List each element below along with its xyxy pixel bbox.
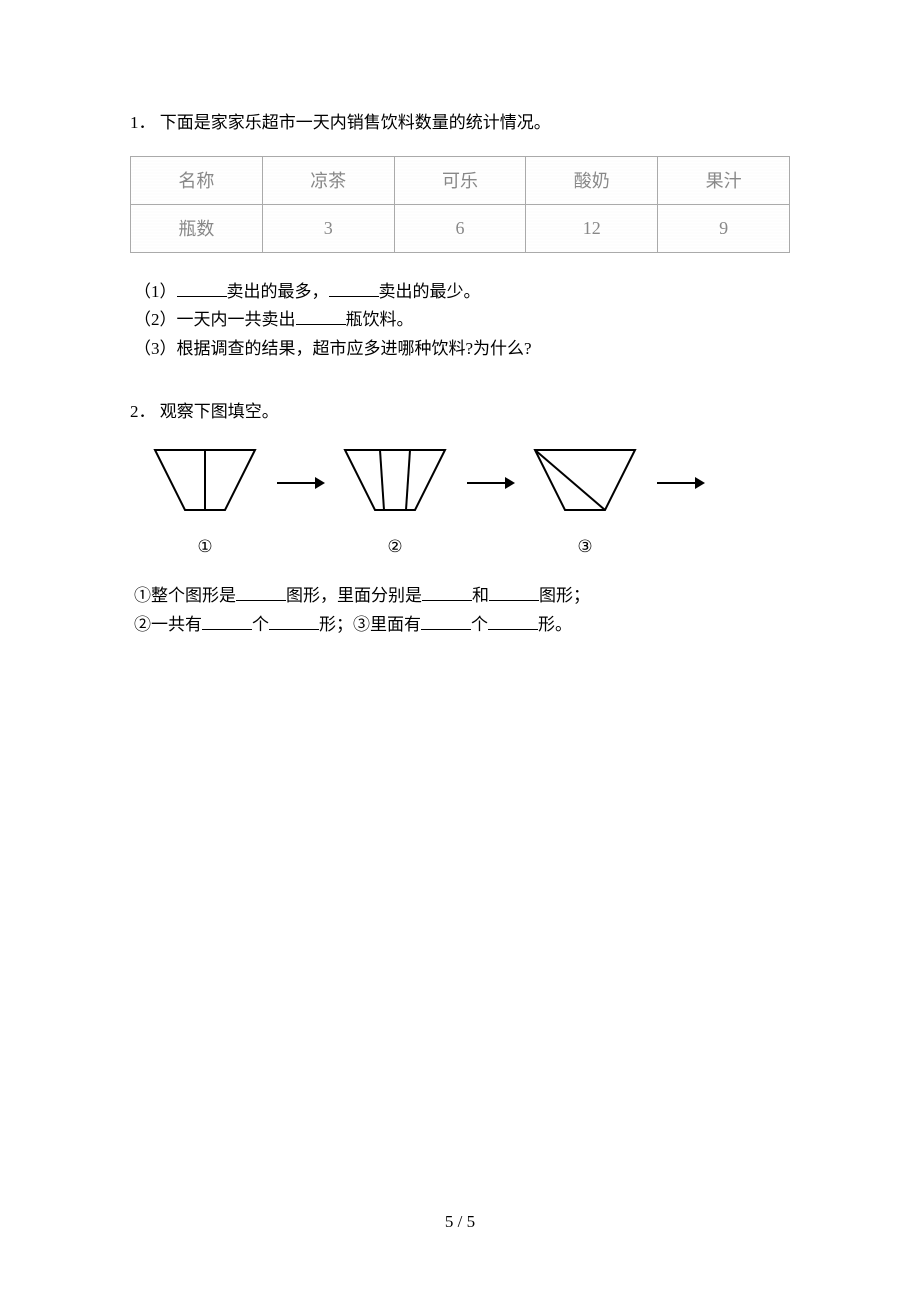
value-cell: 12 [526, 204, 658, 252]
blank-input[interactable] [329, 281, 379, 297]
q1-sub1: （1） 卖出的最多， 卖出的最少。 [134, 278, 790, 307]
q2-line2-a: ②一共有 [134, 615, 202, 634]
header-cell: 名称 [131, 156, 263, 204]
shape-label-2: ② [387, 537, 402, 557]
trapezoid-split-apex-icon [150, 445, 260, 515]
q2-line2-b: 个 [252, 615, 269, 634]
header-cell: 果汁 [658, 156, 790, 204]
q2-line2-e: 形。 [538, 615, 572, 634]
q2-prompt: 2． 观察下图填空。 [130, 399, 790, 425]
row-label-cell: 瓶数 [131, 204, 263, 252]
arrow-right-icon [275, 473, 325, 493]
q1-sub1-mid2: 卖出的最少。 [379, 282, 481, 301]
blank-input[interactable] [489, 585, 539, 601]
shape-group-2: ② [340, 445, 450, 557]
page-number: 5 / 5 [0, 1212, 920, 1232]
blank-input[interactable] [296, 309, 346, 325]
q2-line2-d: 个 [471, 615, 488, 634]
q2-line1-d: 图形； [539, 586, 590, 605]
blank-input[interactable] [422, 585, 472, 601]
q2-line1-b: 图形，里面分别是 [286, 586, 422, 605]
q2-line2-c: 形；③里面有 [319, 615, 421, 634]
q2-line1-a: ①整个图形是 [134, 586, 236, 605]
header-cell: 可乐 [394, 156, 526, 204]
value-cell: 6 [394, 204, 526, 252]
blank-input[interactable] [269, 614, 319, 630]
blank-input[interactable] [177, 281, 227, 297]
q2-prompt-text: 观察下图填空。 [160, 402, 279, 421]
trapezoid-two-verticals-icon [340, 445, 450, 515]
q2-line1: ①整个图形是 图形，里面分别是 和 图形； [134, 582, 790, 611]
q1-sub2-suffix: 瓶饮料。 [346, 310, 414, 329]
blank-input[interactable] [488, 614, 538, 630]
q1-sub3: （3）根据调查的结果，超市应多进哪种饮料?为什么? [134, 335, 790, 364]
header-cell: 酸奶 [526, 156, 658, 204]
q1-sub1-mid1: 卖出的最多， [227, 282, 329, 301]
shape-group-3: ③ [530, 445, 640, 557]
q1-prompt-text: 下面是家家乐超市一天内销售饮料数量的统计情况。 [160, 113, 551, 132]
arrow-right-icon [465, 473, 515, 493]
shape-group-1: ① [150, 445, 260, 557]
q1-number: 1． [130, 113, 156, 132]
shapes-diagram: ① ② ③ [150, 445, 790, 557]
value-cell: 3 [262, 204, 394, 252]
q2-number: 2． [130, 402, 156, 421]
q2-line2: ②一共有 个 形；③里面有 个 形。 [134, 611, 790, 640]
trapezoid-diagonal-icon [530, 445, 640, 515]
blank-input[interactable] [421, 614, 471, 630]
blank-input[interactable] [236, 585, 286, 601]
blank-input[interactable] [202, 614, 252, 630]
q2-line1-c: 和 [472, 586, 489, 605]
q1-prompt: 1． 下面是家家乐超市一天内销售饮料数量的统计情况。 [130, 110, 790, 136]
header-cell: 凉茶 [262, 156, 394, 204]
q1-sub1-prefix: （1） [134, 282, 177, 301]
table-header-row: 名称 凉茶 可乐 酸奶 果汁 [131, 156, 790, 204]
shape-label-3: ③ [577, 537, 592, 557]
q1-sub2-prefix: （2）一天内一共卖出 [134, 310, 296, 329]
q1-sub2: （2）一天内一共卖出 瓶饮料。 [134, 306, 790, 335]
value-cell: 9 [658, 204, 790, 252]
arrow-right-icon [655, 473, 705, 493]
beverage-table: 名称 凉茶 可乐 酸奶 果汁 瓶数 3 6 12 9 [130, 156, 790, 253]
table-data-row: 瓶数 3 6 12 9 [131, 204, 790, 252]
shape-label-1: ① [197, 537, 212, 557]
